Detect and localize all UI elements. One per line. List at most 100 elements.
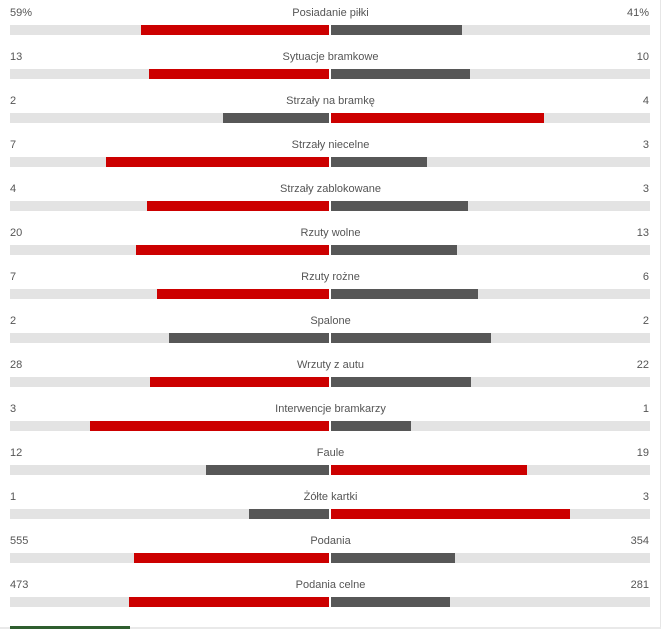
stat-label: Strzały na bramkę <box>286 95 375 107</box>
home-bar-track <box>10 113 329 123</box>
away-value: 41% <box>626 7 649 19</box>
away-bar-fill <box>331 113 544 123</box>
stat-row: 2 Spalone 2 <box>0 308 661 352</box>
away-bar-fill <box>331 69 470 79</box>
away-bar-fill <box>331 25 462 35</box>
home-bar-track <box>10 465 329 475</box>
home-value: 4 <box>10 183 17 195</box>
home-value: 20 <box>10 227 23 239</box>
stat-label: Interwencje bramkarzy <box>275 403 386 415</box>
away-bar-fill <box>331 289 478 299</box>
stat-row: 2 Strzały na bramkę 4 <box>0 88 661 132</box>
home-value: 13 <box>10 51 23 63</box>
stat-row: 20 Rzuty wolne 13 <box>0 220 661 264</box>
away-value: 13 <box>636 227 649 239</box>
home-value: 7 <box>10 139 17 151</box>
home-value: 2 <box>10 95 17 107</box>
home-value: 2 <box>10 315 17 327</box>
home-value: 555 <box>10 535 29 547</box>
away-bar-fill <box>331 597 450 607</box>
home-bar-fill <box>157 289 329 299</box>
home-bar-track <box>10 157 329 167</box>
match-statistics: 59% Posiadanie piłki 41% 13 Sytuacje bramkow… <box>0 0 661 616</box>
away-bar-track <box>331 113 650 123</box>
stat-label: Strzały niecelne <box>291 139 370 151</box>
away-bar-track <box>331 157 650 167</box>
stat-label: Wrzuty z autu <box>296 359 365 371</box>
stat-row: 3 Interwencje bramkarzy 1 <box>0 396 661 440</box>
away-value: 3 <box>642 139 649 151</box>
away-bar-track <box>331 25 650 35</box>
away-bar-fill <box>331 509 570 519</box>
stat-label: Żółte kartki <box>303 491 358 503</box>
home-value: 28 <box>10 359 23 371</box>
away-value: 3 <box>642 183 649 195</box>
away-value: 10 <box>636 51 649 63</box>
stat-row: 7 Rzuty rożne 6 <box>0 264 661 308</box>
home-bar-fill <box>129 597 329 607</box>
away-value: 1 <box>642 403 649 415</box>
home-bar-track <box>10 553 329 563</box>
footer-accent-bar <box>10 626 130 629</box>
away-bar-track <box>331 465 650 475</box>
home-bar-fill <box>106 157 329 167</box>
home-bar-track <box>10 245 329 255</box>
away-value: 19 <box>636 447 649 459</box>
away-value: 281 <box>630 579 649 591</box>
stat-row: 12 Faule 19 <box>0 440 661 484</box>
home-bar-track <box>10 201 329 211</box>
away-bar-track <box>331 597 650 607</box>
home-bar-fill <box>223 113 329 123</box>
stat-row: 473 Podania celne 281 <box>0 572 661 616</box>
home-bar-fill <box>150 377 329 387</box>
home-value: 1 <box>10 491 17 503</box>
stat-label: Sytuacje bramkowe <box>282 51 379 63</box>
away-bar-track <box>331 69 650 79</box>
home-value: 3 <box>10 403 17 415</box>
away-value: 3 <box>642 491 649 503</box>
away-bar-fill <box>331 421 411 431</box>
home-value: 59% <box>10 7 33 19</box>
home-bar-fill <box>141 25 329 35</box>
stat-label: Faule <box>316 447 345 459</box>
stat-label: Strzały zablokowane <box>280 183 381 195</box>
home-bar-track <box>10 289 329 299</box>
away-bar-track <box>331 509 650 519</box>
away-value: 2 <box>642 315 649 327</box>
home-bar-fill <box>169 333 329 343</box>
stat-label: Spalone <box>310 315 351 327</box>
away-bar-track <box>331 245 650 255</box>
away-bar-track <box>331 333 650 343</box>
away-bar-fill <box>331 465 527 475</box>
stat-row: 28 Wrzuty z autu 22 <box>0 352 661 396</box>
home-bar-fill <box>147 201 329 211</box>
stat-row: 1 Żółte kartki 3 <box>0 484 661 528</box>
stat-row: 59% Posiadanie piłki 41% <box>0 0 661 44</box>
away-bar-fill <box>331 333 491 343</box>
home-bar-track <box>10 509 329 519</box>
home-bar-track <box>10 25 329 35</box>
home-bar-fill <box>90 421 329 431</box>
home-value: 473 <box>10 579 29 591</box>
away-bar-track <box>331 553 650 563</box>
home-bar-fill <box>134 553 329 563</box>
stat-label: Rzuty rożne <box>301 271 360 283</box>
stat-row: 555 Podania 354 <box>0 528 661 572</box>
home-value: 12 <box>10 447 23 459</box>
home-bar-track <box>10 597 329 607</box>
away-bar-fill <box>331 377 471 387</box>
away-bar-track <box>331 421 650 431</box>
away-value: 22 <box>636 359 649 371</box>
away-bar-fill <box>331 201 468 211</box>
stat-row: 4 Strzały zablokowane 3 <box>0 176 661 220</box>
stat-label: Posiadanie piłki <box>292 7 369 19</box>
away-bar-fill <box>331 157 427 167</box>
away-value: 4 <box>642 95 649 107</box>
away-value: 354 <box>630 535 649 547</box>
stat-row: 7 Strzały niecelne 3 <box>0 132 661 176</box>
away-bar-track <box>331 289 650 299</box>
away-bar-track <box>331 377 650 387</box>
home-bar-track <box>10 421 329 431</box>
home-bar-track <box>10 377 329 387</box>
away-bar-fill <box>331 245 457 255</box>
